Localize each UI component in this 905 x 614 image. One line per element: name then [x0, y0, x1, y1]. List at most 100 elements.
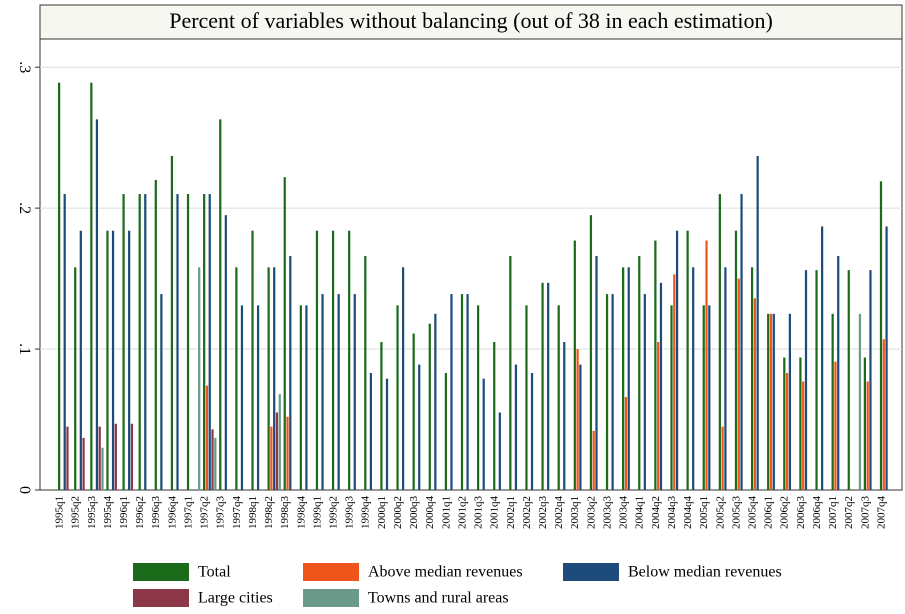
x-tick-label: 1999q3: [344, 496, 356, 530]
x-tick-label: 1997q1: [182, 496, 194, 529]
x-tick-label: 2000q4: [424, 496, 436, 530]
bar: [767, 313, 770, 490]
bar: [885, 226, 888, 490]
bar: [337, 294, 340, 490]
bar: [418, 364, 421, 490]
bar: [638, 256, 641, 490]
bar: [251, 230, 254, 491]
legend-label: Above median revenues: [368, 564, 523, 581]
bar: [466, 294, 469, 490]
x-tick-label: 1998q1: [247, 496, 259, 529]
bar: [82, 437, 85, 490]
x-tick-label: 2001q2: [456, 496, 468, 529]
bar: [756, 155, 759, 490]
x-tick-label: 2005q3: [730, 496, 742, 530]
x-tick-label: 2002q2: [521, 496, 533, 529]
bar: [686, 230, 689, 491]
bar: [138, 194, 141, 490]
x-tick-label: 1997q2: [199, 496, 211, 529]
bar: [130, 423, 134, 490]
bar: [847, 270, 850, 490]
bar: [278, 394, 281, 490]
bar: [605, 294, 609, 490]
bar: [176, 194, 179, 490]
bar: [219, 119, 222, 490]
bar: [557, 305, 560, 490]
bar: [675, 230, 679, 491]
bar: [509, 256, 512, 490]
bar: [289, 256, 292, 490]
bar: [364, 256, 367, 490]
bar: [256, 305, 260, 490]
bar: [740, 194, 743, 490]
legend-label: Below median revenues: [628, 564, 782, 581]
x-tick-label: 2007q2: [843, 496, 855, 529]
legend-label: Total: [198, 564, 231, 581]
bar: [170, 155, 174, 490]
x-tick-label: 2006q2: [779, 496, 791, 529]
bar: [154, 179, 157, 490]
bar: [160, 294, 163, 490]
plot-frame: [39, 38, 903, 491]
x-tick-label: 1996q3: [150, 496, 162, 530]
bar: [214, 437, 217, 490]
bar: [275, 412, 279, 490]
bar: [879, 181, 883, 491]
x-tick-label: 2005q2: [714, 496, 726, 529]
bar: [804, 270, 808, 490]
bar: [79, 230, 82, 491]
bar: [66, 426, 69, 490]
x-tick-label: 2001q1: [440, 496, 452, 529]
x-tick-label: 2007q4: [875, 496, 887, 530]
bar: [643, 294, 646, 490]
bar: [477, 305, 480, 490]
x-tick-label: 2006q1: [763, 496, 775, 529]
bar: [514, 364, 518, 490]
bar: [624, 396, 628, 490]
bar: [705, 240, 708, 490]
x-tick-label: 2007q1: [827, 496, 839, 529]
bar: [772, 313, 775, 490]
bar: [702, 305, 705, 490]
bar: [547, 282, 550, 490]
bar: [74, 267, 77, 490]
bar: [498, 412, 501, 490]
bar: [428, 323, 431, 490]
bar: [114, 423, 117, 490]
bar: [753, 298, 756, 490]
bar: [205, 385, 209, 490]
bar: [203, 194, 206, 490]
y-tick-label: .3: [16, 61, 33, 73]
bar: [579, 364, 582, 490]
bar: [541, 282, 544, 490]
bar: [785, 373, 789, 490]
bar: [750, 267, 754, 490]
x-tick-label: 2003q1: [569, 496, 581, 529]
bar: [208, 194, 211, 490]
bar: [444, 373, 447, 490]
bar: [737, 278, 740, 490]
x-tick-label: 1995q3: [86, 496, 98, 530]
y-tick-label: .1: [16, 343, 33, 355]
bar: [837, 256, 840, 490]
legend-label: Large cities: [198, 590, 273, 607]
legend-swatch: [133, 563, 189, 581]
bar: [267, 267, 270, 490]
x-tick-label: 2004q4: [682, 496, 694, 530]
bar: [563, 342, 566, 490]
bar: [198, 267, 201, 490]
bar: [321, 294, 324, 490]
x-tick-label: 2007q3: [859, 496, 871, 530]
x-tick-label: 1998q3: [279, 496, 291, 530]
legend-swatch: [303, 589, 359, 607]
bar: [106, 230, 109, 491]
bar: [224, 215, 227, 490]
x-tick-label: 2005q1: [698, 496, 710, 529]
bar: [622, 267, 625, 490]
bar: [450, 294, 453, 490]
bar: [627, 267, 630, 490]
x-tick-label: 1997q4: [231, 496, 243, 530]
bar: [122, 194, 125, 490]
bar: [101, 447, 104, 490]
